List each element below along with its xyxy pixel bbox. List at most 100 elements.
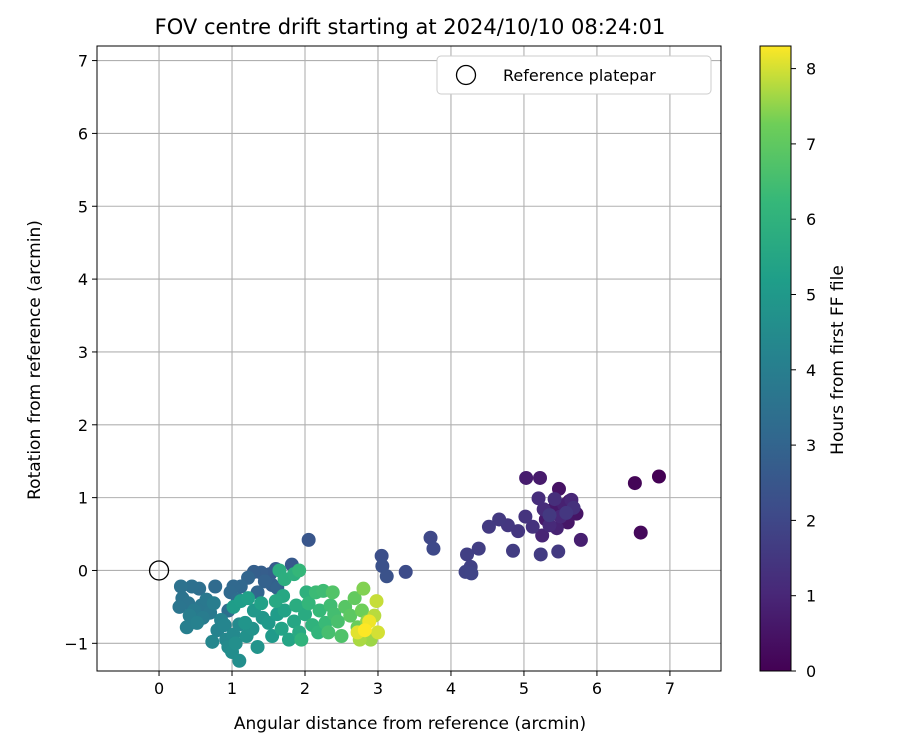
data-point xyxy=(369,594,384,609)
reference-platepar-marker xyxy=(148,560,170,581)
data-point xyxy=(518,509,533,524)
x-tick-label: 4 xyxy=(446,679,456,698)
legend-entry-reference: Reference platepar xyxy=(503,66,656,85)
y-tick-label: 6 xyxy=(78,124,88,143)
data-point xyxy=(542,518,557,533)
y-tick-label: 4 xyxy=(78,270,88,289)
data-point xyxy=(208,579,223,594)
data-point xyxy=(547,492,562,507)
data-point xyxy=(265,629,280,644)
y-tick-label: 1 xyxy=(78,489,88,508)
data-point xyxy=(506,543,520,558)
data-point xyxy=(633,525,648,540)
legend-box xyxy=(436,55,712,95)
data-point xyxy=(492,512,507,527)
data-point xyxy=(651,469,666,484)
data-point xyxy=(274,621,289,636)
data-point xyxy=(257,574,272,589)
x-axis-label: Angular distance from reference (arcmin) xyxy=(234,714,586,734)
x-tick-label: 7 xyxy=(665,679,675,698)
legend-marker xyxy=(455,64,477,86)
data-point xyxy=(347,591,362,606)
colorbar-tick-label: 3 xyxy=(806,436,816,455)
reference-marker xyxy=(148,560,170,581)
y-axis-label: Rotation from reference (arcmin) xyxy=(25,220,45,500)
y-tick-label: 2 xyxy=(78,416,88,435)
colorbar-tick-label: 6 xyxy=(806,210,816,229)
colorbar-label: Hours from first FF file xyxy=(828,265,848,455)
colorbar-tick-label: 8 xyxy=(806,60,816,79)
data-point xyxy=(356,581,371,596)
data-point xyxy=(370,625,385,640)
y-tick-label: 7 xyxy=(78,52,88,71)
data-point xyxy=(535,528,550,543)
data-point xyxy=(311,625,326,640)
colorbar-tick-label: 2 xyxy=(806,511,816,530)
data-point xyxy=(627,476,642,491)
data-point xyxy=(287,614,302,629)
colorbar-ticks: 0 1 2 3 4 5 6 7 8 xyxy=(791,60,816,681)
data-point xyxy=(334,629,349,644)
colorbar: 0 1 2 3 4 5 6 7 8 Hours from first FF file xyxy=(759,45,848,681)
x-tick-label: 1 xyxy=(227,679,237,698)
plot-frame xyxy=(96,45,722,672)
data-point xyxy=(330,614,345,629)
y-tick-label: −1 xyxy=(64,634,88,653)
data-point xyxy=(398,564,413,579)
data-point xyxy=(533,470,548,485)
data-point xyxy=(379,569,394,584)
data-point xyxy=(292,563,307,578)
data-point xyxy=(205,634,220,649)
data-point xyxy=(228,636,243,651)
data-point xyxy=(250,639,265,654)
data-point xyxy=(301,532,316,547)
data-point xyxy=(301,596,316,611)
data-point xyxy=(354,603,369,618)
colorbar-tick-label: 0 xyxy=(806,662,816,681)
colorbar-gradient xyxy=(759,45,792,672)
data-point xyxy=(217,618,232,633)
x-tick-label: 2 xyxy=(300,679,310,698)
data-point xyxy=(261,615,276,630)
data-point xyxy=(281,632,296,647)
colorbar-tick-label: 5 xyxy=(806,285,816,304)
data-point xyxy=(464,566,479,581)
x-axis-ticks: 0 1 2 3 4 5 6 7 xyxy=(154,671,675,698)
data-point xyxy=(206,596,221,611)
data-point xyxy=(533,547,548,562)
data-point xyxy=(357,623,372,638)
data-point xyxy=(312,603,327,618)
data-point xyxy=(573,532,588,547)
data-point xyxy=(519,470,534,485)
data-point xyxy=(172,599,187,614)
data-point xyxy=(184,579,199,594)
data-point xyxy=(551,544,566,559)
data-point xyxy=(268,594,283,609)
data-point xyxy=(238,615,253,630)
x-tick-label: 6 xyxy=(592,679,602,698)
data-point xyxy=(294,632,309,647)
data-point xyxy=(531,491,546,506)
data-points xyxy=(172,469,666,668)
colorbar-tick-label: 7 xyxy=(806,135,816,154)
x-tick-label: 5 xyxy=(519,679,529,698)
data-point xyxy=(343,608,358,623)
data-point xyxy=(298,607,312,622)
data-point xyxy=(511,524,526,539)
y-axis-ticks: −1 0 1 2 3 4 5 6 7 xyxy=(64,52,97,653)
data-point xyxy=(277,603,292,618)
colorbar-tick-label: 1 xyxy=(806,587,816,606)
data-point xyxy=(426,541,441,556)
y-tick-label: 5 xyxy=(78,197,88,216)
data-point xyxy=(241,591,256,606)
y-tick-label: 3 xyxy=(78,343,88,362)
data-point xyxy=(254,596,269,611)
data-point xyxy=(189,615,204,630)
grid xyxy=(97,46,721,671)
data-point xyxy=(173,579,188,594)
data-point xyxy=(232,653,247,668)
data-point xyxy=(289,598,304,613)
data-point xyxy=(559,505,574,520)
data-point xyxy=(374,548,389,563)
